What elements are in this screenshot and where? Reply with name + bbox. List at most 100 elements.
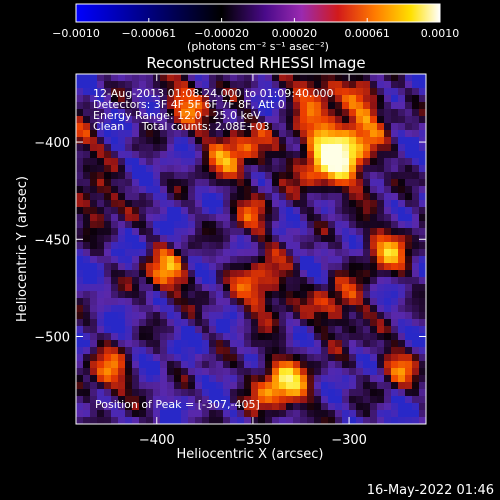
heatmap-cell [125, 291, 133, 299]
heatmap-cell [384, 144, 392, 152]
heatmap-cell [342, 186, 350, 194]
heatmap-cell [167, 221, 175, 229]
heatmap-cell [104, 389, 112, 397]
heatmap-cell [349, 242, 357, 250]
heatmap-cell [90, 172, 98, 180]
heatmap-cell [391, 291, 399, 299]
heatmap-cell [230, 403, 238, 411]
heatmap-cell [181, 298, 189, 306]
heatmap-cell [195, 179, 203, 187]
heatmap-cell [223, 333, 231, 341]
heatmap-cell [167, 277, 175, 285]
heatmap-cell [195, 277, 203, 285]
heatmap-cell [412, 158, 420, 166]
heatmap-cell [237, 333, 245, 341]
heatmap-cell [223, 193, 231, 201]
heatmap-cell [363, 74, 371, 82]
heatmap-cell [349, 403, 357, 411]
heatmap-cell [111, 221, 119, 229]
heatmap-cell [251, 326, 259, 334]
heatmap-cell [83, 382, 91, 390]
heatmap-cell [377, 277, 385, 285]
heatmap-cell [174, 340, 182, 348]
heatmap-cell [174, 214, 182, 222]
heatmap-cell [328, 144, 336, 152]
heatmap-cell [90, 95, 98, 103]
heatmap-cell [76, 88, 84, 96]
heatmap-cell [167, 403, 175, 411]
heatmap-cell [174, 81, 182, 89]
heatmap-cell [104, 354, 112, 362]
heatmap-cell [174, 312, 182, 320]
heatmap-cell [384, 277, 392, 285]
heatmap-cell [139, 151, 147, 159]
heatmap-cell [363, 326, 371, 334]
heatmap-cell [258, 277, 266, 285]
heatmap-cell [419, 102, 427, 110]
heatmap-cell [363, 109, 371, 117]
heatmap-cell [202, 298, 210, 306]
heatmap-cell [363, 228, 371, 236]
heatmap-cell [202, 186, 210, 194]
heatmap-cell [314, 102, 322, 110]
axis-ticks: −400 −350 −300−400−450−500 [34, 74, 426, 448]
heatmap-cell [104, 172, 112, 180]
heatmap-cell [398, 340, 406, 348]
heatmap-cell [279, 417, 287, 425]
heatmap-cell [405, 291, 413, 299]
heatmap-cell [209, 277, 217, 285]
heatmap-cell [111, 242, 119, 250]
heatmap-cell [335, 312, 343, 320]
heatmap-cell [83, 312, 91, 320]
heatmap-cell [419, 319, 427, 327]
heatmap-cell [258, 263, 266, 271]
heatmap-cell [244, 214, 252, 222]
heatmap-cell [398, 151, 406, 159]
heatmap-cell [279, 319, 287, 327]
heatmap-cell [223, 305, 231, 313]
heatmap-cell [83, 88, 91, 96]
heatmap-cell [90, 151, 98, 159]
heatmap-cell [405, 151, 413, 159]
heatmap-cell [125, 151, 133, 159]
heatmap-cell [181, 137, 189, 145]
heatmap-cell [139, 144, 147, 152]
heatmap-cell [307, 242, 315, 250]
heatmap-cell [174, 242, 182, 250]
heatmap-cell [300, 172, 308, 180]
heatmap-cell [349, 158, 357, 166]
heatmap-cell [398, 354, 406, 362]
heatmap-cell [139, 193, 147, 201]
heatmap-cell [335, 326, 343, 334]
heatmap-cell [384, 305, 392, 313]
heatmap-cell [398, 249, 406, 257]
heatmap-cell [216, 228, 224, 236]
heatmap-cell [363, 403, 371, 411]
heatmap-cell [419, 382, 427, 390]
heatmap-cell [342, 88, 350, 96]
heatmap-cell [279, 291, 287, 299]
heatmap-cell [174, 256, 182, 264]
heatmap-cell [356, 326, 364, 334]
heatmap-cell [335, 368, 343, 376]
heatmap-cell [181, 347, 189, 355]
heatmap-cell [83, 319, 91, 327]
heatmap-cell [181, 186, 189, 194]
heatmap-cell [279, 116, 287, 124]
heatmap-cell [349, 417, 357, 425]
heatmap-cell [265, 74, 273, 82]
heatmap-cell [83, 333, 91, 341]
heatmap-cell [90, 354, 98, 362]
heatmap-cell [405, 95, 413, 103]
heatmap-cell [216, 95, 224, 103]
heatmap-cell [314, 291, 322, 299]
colorbar-tick-label: 0.00061 [344, 27, 390, 40]
heatmap-cell [97, 172, 105, 180]
heatmap-cell [349, 298, 357, 306]
heatmap-cell [419, 179, 427, 187]
heatmap-cell [335, 130, 343, 138]
heatmap-cell [139, 123, 147, 131]
heatmap-cell [412, 172, 420, 180]
heatmap-cell [265, 382, 273, 390]
heatmap-cell [258, 158, 266, 166]
